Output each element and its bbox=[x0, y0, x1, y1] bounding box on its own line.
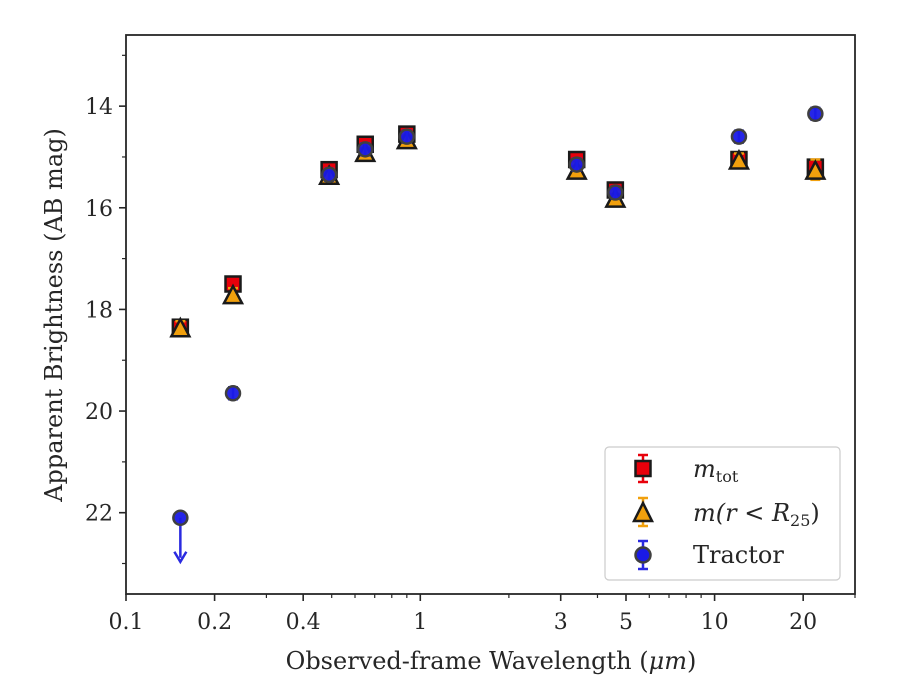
legend-marker-triangle bbox=[631, 496, 655, 528]
triangle-marker bbox=[169, 316, 192, 338]
legend-label-tractor: Tractor bbox=[693, 541, 784, 569]
x-tick-label: 0.2 bbox=[197, 610, 232, 635]
axis-ticks: 0.1 0.2 0.4 1 3 5 10 20 14 16 18 20 22 bbox=[85, 54, 856, 635]
y-tick-label: 18 bbox=[85, 298, 113, 323]
legend-label-mtot: mtot bbox=[693, 455, 739, 486]
x-axis-title-prefix: Observed-frame Wavelength ( bbox=[286, 647, 649, 675]
legend: mtot m(r < R25) Tractor bbox=[604, 446, 841, 581]
x-tick-label: 20 bbox=[789, 610, 817, 635]
x-tick-label: 10 bbox=[701, 610, 729, 635]
circle-marker bbox=[172, 509, 189, 527]
triangle-marker bbox=[727, 148, 751, 170]
circle-marker bbox=[607, 184, 624, 201]
triangle-marker bbox=[804, 158, 827, 180]
circle-marker bbox=[807, 105, 824, 123]
y-axis-title: Apparent Brightness (AB mag) bbox=[40, 128, 68, 503]
circle-marker bbox=[398, 128, 416, 145]
legend-item-tractor: Tractor bbox=[634, 539, 784, 571]
x-axis-title: Observed-frame Wavelength (μm) bbox=[286, 647, 697, 675]
triangle-marker bbox=[221, 283, 245, 305]
circle-marker bbox=[730, 128, 748, 145]
legend-box bbox=[604, 446, 841, 581]
x-tick-label: 3 bbox=[554, 610, 568, 635]
x-axis-title-suffix: ) bbox=[687, 647, 696, 675]
data-point-triangle bbox=[804, 158, 827, 182]
legend-label-m-r25: m(r < R25) bbox=[693, 499, 820, 530]
legend-marker-circle bbox=[634, 539, 652, 571]
data-point-triangle bbox=[169, 316, 192, 338]
circle-marker bbox=[320, 166, 338, 183]
y-tick-label: 22 bbox=[85, 502, 113, 527]
circle-marker bbox=[224, 385, 242, 402]
x-tick-label: 5 bbox=[619, 610, 633, 635]
plot-frame bbox=[125, 34, 856, 595]
legend-item-mtot: mtot bbox=[634, 453, 739, 486]
circle-marker bbox=[568, 156, 585, 173]
x-tick-label: 0.4 bbox=[286, 610, 321, 635]
data-point-circle bbox=[224, 385, 242, 402]
y-tick-label: 20 bbox=[85, 400, 113, 425]
data-point-circle bbox=[398, 128, 416, 145]
upper-limit-arrow-head bbox=[173, 551, 188, 565]
data-point-circle bbox=[568, 156, 585, 173]
data-point-circle bbox=[607, 184, 624, 201]
x-tick-label: 0.1 bbox=[109, 610, 144, 635]
legend-item-m-r25: m(r < R25) bbox=[631, 496, 820, 530]
data-point-circle bbox=[356, 141, 374, 158]
data-point-triangle bbox=[727, 148, 751, 170]
circle-marker bbox=[356, 141, 374, 158]
data-point-circle bbox=[320, 166, 338, 183]
y-tick-label: 16 bbox=[85, 197, 113, 222]
y-tick-label: 14 bbox=[85, 95, 113, 120]
data-point-circle bbox=[172, 509, 189, 565]
x-tick-label: 1 bbox=[413, 610, 427, 635]
data-point-circle bbox=[807, 105, 824, 123]
data-marks bbox=[169, 105, 827, 565]
data-point-circle bbox=[730, 128, 748, 145]
x-axis-title-unit: μm bbox=[649, 647, 687, 675]
legend-marker-square bbox=[634, 453, 652, 484]
data-point-triangle bbox=[221, 283, 245, 305]
